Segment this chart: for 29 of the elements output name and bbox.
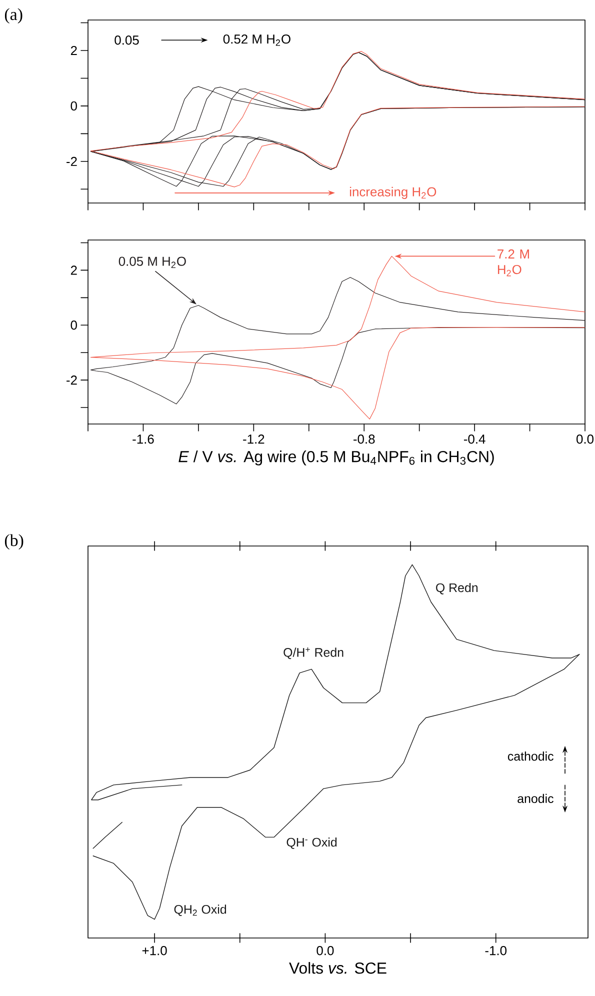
x-tick-label: -1.2	[243, 434, 264, 444]
annotation: QH$^{-}$ Oxid	[286, 838, 337, 849]
annotation: cathodic	[508, 752, 554, 761]
y-tick-label: -2	[66, 156, 77, 166]
annotation: 7.2 M H$_{2}$O	[498, 249, 529, 276]
chart-title: (b)	[4, 534, 24, 550]
text: E / V vs. Ag wire (0.5 M Bu$_{4}$NPF$_{6}$ in CH$_{3}$CN)	[178, 450, 494, 466]
x-tick-label: 0.0	[576, 434, 594, 444]
chart-title: (a)	[4, 8, 22, 24]
y-tick-label: -2	[66, 376, 77, 385]
x-axis-title: Volts vs. SCE	[289, 962, 386, 974]
y-tick-label: 0	[70, 101, 77, 111]
annotation: Q/H$^{+}$ Redn	[284, 647, 344, 660]
y-tick-label: 2	[70, 46, 77, 56]
annotation: 0.05 M H$_{2}$O	[118, 256, 186, 268]
annotation: anodic	[518, 794, 554, 804]
x-tick-label: -0.4	[464, 434, 486, 444]
x-tick-label: -0.8	[354, 434, 375, 444]
y-tick-label: 0	[70, 320, 77, 330]
x-tick-label: 0.0	[316, 946, 334, 956]
x-tick-label: -1.0	[485, 946, 507, 956]
annotation: increasing H$_{2}$O	[350, 186, 436, 199]
annotation: QH$_{2}$ Oxid	[174, 904, 226, 916]
x-tick-label: +1.0	[142, 946, 167, 956]
annotation: 0.05	[114, 36, 139, 45]
y-tick-label: 2	[70, 266, 77, 275]
annotation: 0.52 M H$_{2}$O	[223, 34, 290, 46]
x-tick-label: -1.6	[132, 434, 154, 444]
annotation: Q Redn	[436, 582, 478, 594]
